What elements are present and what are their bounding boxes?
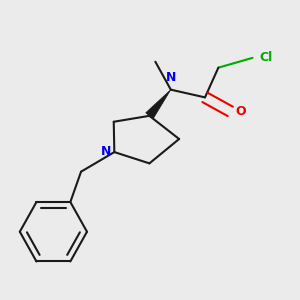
Polygon shape bbox=[146, 90, 171, 119]
Text: N: N bbox=[101, 145, 111, 158]
Text: O: O bbox=[236, 105, 246, 118]
Text: Cl: Cl bbox=[259, 51, 272, 64]
Text: N: N bbox=[166, 71, 177, 84]
